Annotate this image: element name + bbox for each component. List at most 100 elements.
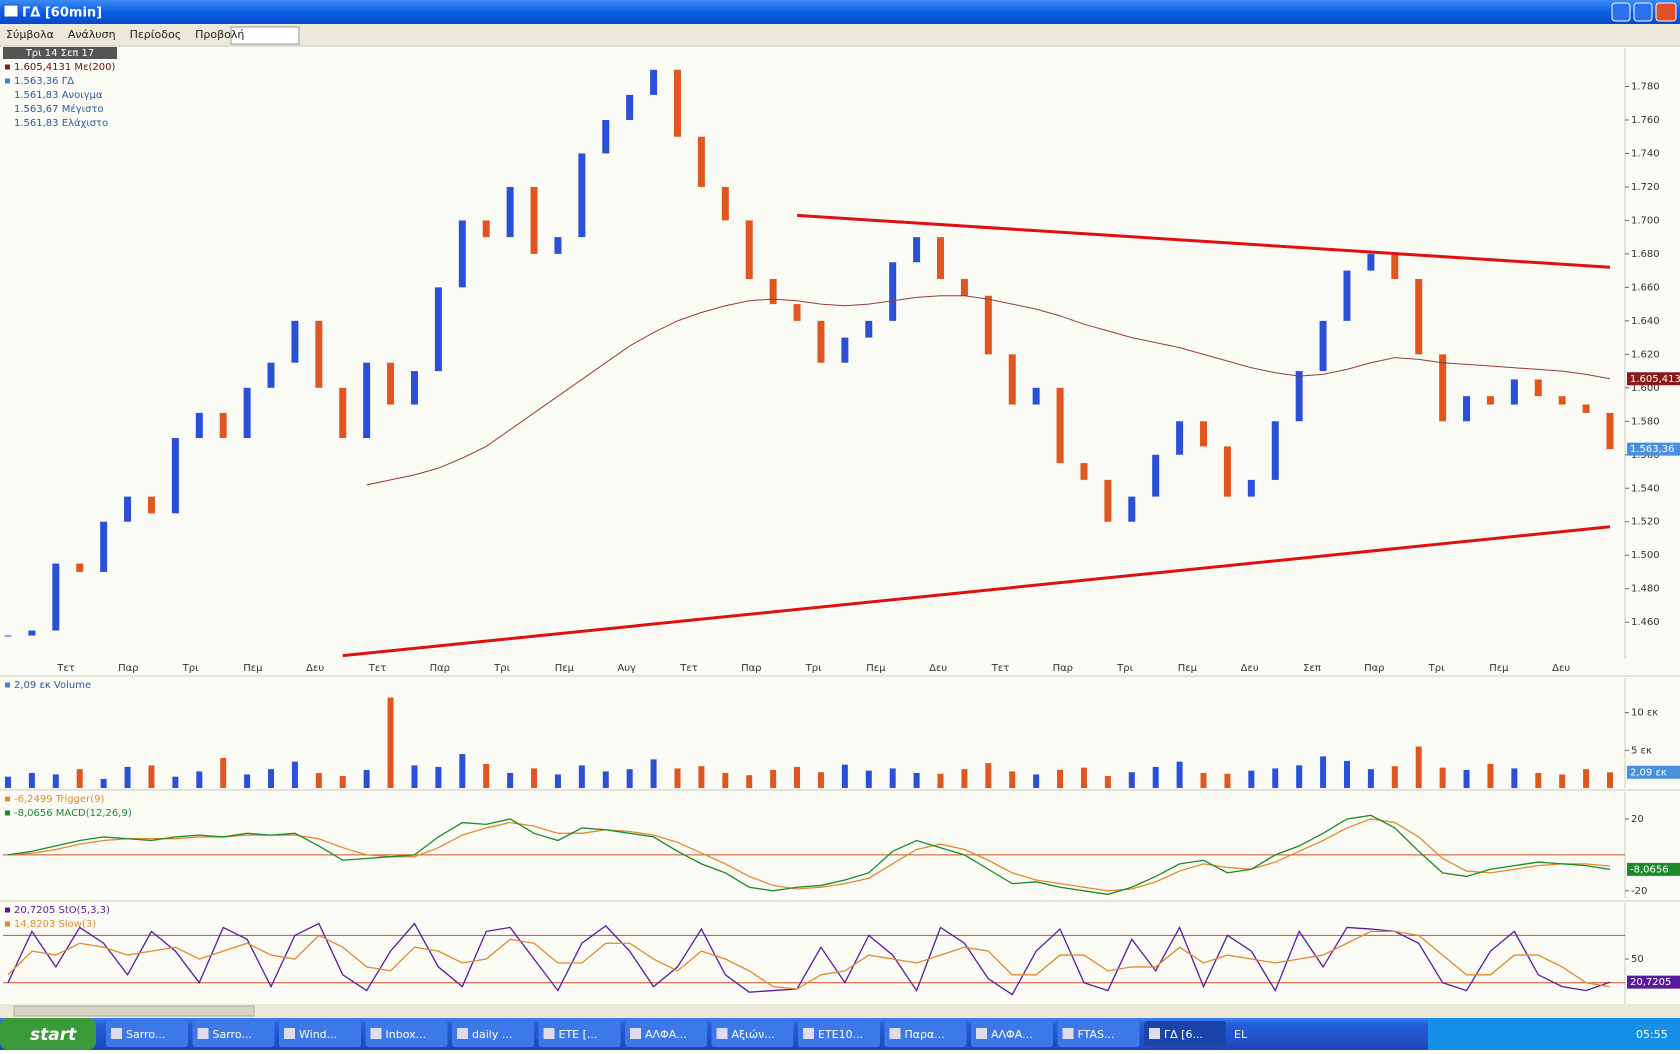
task-button[interactable] <box>538 1021 621 1047</box>
y-tick-label: 1.740 <box>1631 148 1660 159</box>
candle <box>889 262 897 321</box>
start-label[interactable]: start <box>30 1025 77 1045</box>
y-tick-label: 1.580 <box>1631 416 1660 427</box>
volume-bar <box>913 772 920 788</box>
task-button[interactable] <box>106 1021 188 1047</box>
value-tag-label: 20,7205 <box>1630 977 1671 988</box>
x-tick-label: Αυγ <box>617 663 636 674</box>
volume-bar <box>268 769 275 788</box>
candle <box>4 635 12 637</box>
volume-bar <box>1439 767 1446 788</box>
task-icon <box>1149 1028 1160 1039</box>
volume-bar <box>1248 770 1255 788</box>
scroll-thumb[interactable] <box>13 1005 255 1017</box>
y-tick-label: 5 εκ <box>1631 745 1652 756</box>
volume-bar <box>1272 768 1279 788</box>
task-button[interactable] <box>884 1021 967 1047</box>
minimize-button[interactable] <box>1611 2 1631 22</box>
volume-bar <box>841 764 848 788</box>
y-tick-label: 10 εκ <box>1631 708 1658 719</box>
restore-button[interactable] <box>1633 2 1653 22</box>
task-button[interactable] <box>365 1021 448 1047</box>
task-button[interactable] <box>1057 1021 1140 1047</box>
task-button[interactable] <box>711 1021 794 1047</box>
volume-bar <box>507 772 514 788</box>
trendline <box>796 213 1611 269</box>
task-label[interactable]: ΓΔ [6... <box>1164 1028 1203 1041</box>
window-title: ΓΔ [60min] <box>22 6 102 21</box>
task-label[interactable]: Inbox... <box>386 1028 427 1041</box>
candle <box>100 521 108 572</box>
symbol-input[interactable] <box>230 26 300 45</box>
task-label[interactable]: Παρα... <box>905 1028 945 1041</box>
menu-item[interactable]: Ανάλυση <box>68 28 116 41</box>
legend-swatch <box>5 796 10 802</box>
volume-bar <box>722 772 729 788</box>
task-label[interactable]: FTAS... <box>1078 1028 1115 1041</box>
x-tick-label: Παρ <box>430 663 450 674</box>
menu-item[interactable]: Προβολή <box>195 28 244 41</box>
candle <box>1223 446 1231 497</box>
candle <box>841 337 849 363</box>
volume-bar <box>196 771 203 788</box>
task-label[interactable]: ETE [... <box>559 1028 598 1041</box>
task-label[interactable]: Wind... <box>299 1028 337 1041</box>
candle <box>1606 412 1614 450</box>
candle <box>673 69 681 137</box>
x-tick-label: Πεμ <box>243 663 263 674</box>
candle <box>339 387 347 439</box>
scrollbar[interactable] <box>0 1004 1680 1018</box>
legend-text: 1.563,67 Μέγιστο <box>14 103 104 115</box>
candle <box>219 412 227 439</box>
candle <box>363 362 371 439</box>
value-tag-label: -8,0656 <box>1630 864 1669 875</box>
task-button[interactable] <box>971 1021 1053 1047</box>
menu-item[interactable]: Σύμβολα <box>6 28 54 41</box>
candle <box>1415 279 1423 355</box>
task-label[interactable]: ΑΛΦΑ... <box>645 1028 687 1041</box>
task-button[interactable] <box>1144 1021 1226 1047</box>
legend-text: 2,09 εκ Volume <box>14 680 91 691</box>
candle <box>1056 387 1064 464</box>
volume-bar <box>483 763 490 788</box>
legend-text: 1.561,83 Ανοιγμα <box>14 90 103 101</box>
task-label[interactable]: daily ... <box>472 1028 512 1041</box>
task-icon <box>197 1028 209 1039</box>
y-tick-label: 1.780 <box>1631 82 1660 93</box>
volume-bar <box>1057 769 1064 788</box>
x-tick-label: Παρ <box>741 663 761 674</box>
candle <box>458 220 466 288</box>
task-label[interactable]: Sarro... <box>126 1028 165 1041</box>
candle <box>1008 354 1016 405</box>
volume-bar <box>124 766 131 788</box>
task-label[interactable]: Sarro... <box>213 1028 252 1041</box>
task-label[interactable]: ETE10... <box>818 1028 863 1041</box>
task-button[interactable] <box>279 1021 361 1047</box>
x-tick-label: Δευ <box>1552 663 1570 674</box>
moving-average <box>366 295 1611 486</box>
x-tick-label: Παρ <box>1364 663 1384 674</box>
volume-bar <box>1200 772 1207 788</box>
language[interactable]: EL <box>1234 1028 1248 1041</box>
task-button[interactable] <box>798 1021 880 1047</box>
candle <box>697 136 705 187</box>
task-label[interactable]: Αξιών... <box>732 1028 775 1041</box>
task-button[interactable] <box>192 1021 275 1047</box>
task-label[interactable]: ΑΛΦΑ... <box>991 1028 1033 1041</box>
close-button[interactable] <box>1655 2 1677 22</box>
volume-bar <box>650 759 657 788</box>
volume-bar <box>626 769 633 788</box>
task-button[interactable] <box>452 1021 534 1047</box>
x-tick-label: Πεμ <box>1178 663 1198 674</box>
menu-item[interactable]: Περίοδος <box>130 28 182 41</box>
candle <box>1319 320 1327 372</box>
candle <box>984 295 992 355</box>
volume-bar <box>674 768 681 788</box>
y-tick-label: 20 <box>1631 814 1644 825</box>
legend-swatch <box>5 78 10 84</box>
candle <box>291 320 299 363</box>
start-button[interactable] <box>0 1018 96 1050</box>
task-button[interactable] <box>625 1021 707 1047</box>
candle <box>1295 371 1303 422</box>
volume-bar <box>1511 768 1518 788</box>
